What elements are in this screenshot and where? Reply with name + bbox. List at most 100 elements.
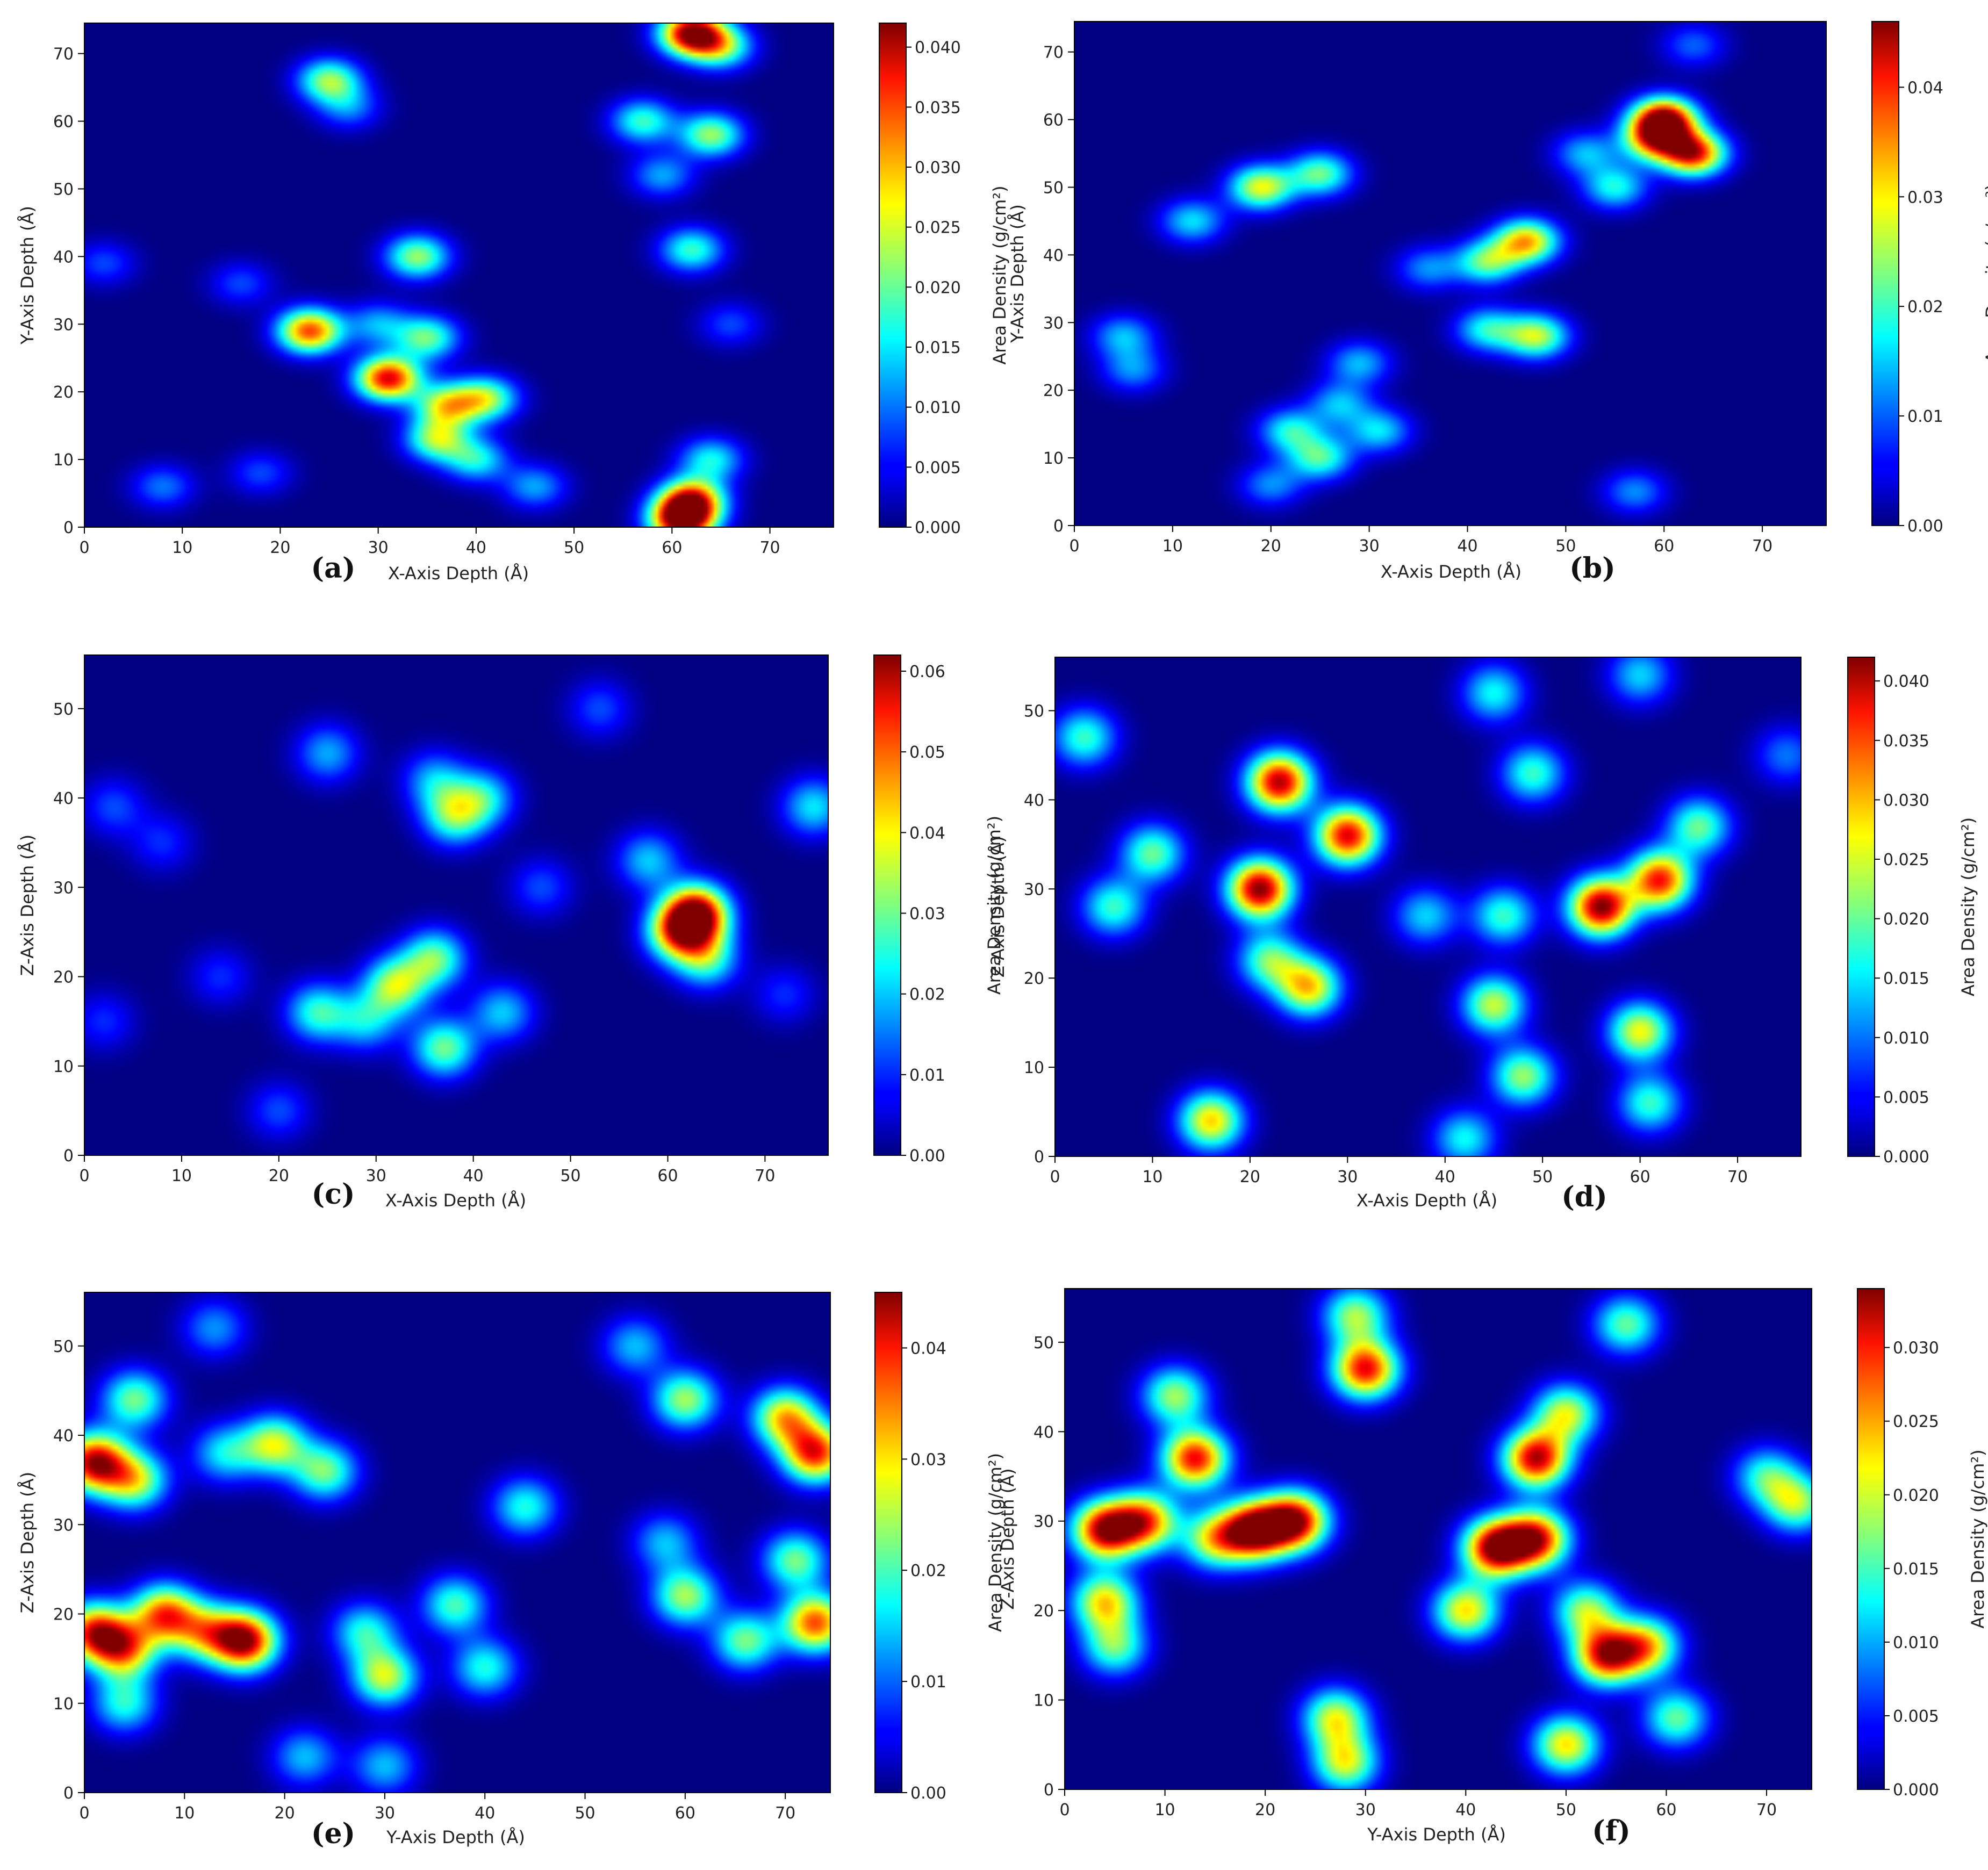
x-tick-label: 0 bbox=[79, 1804, 89, 1823]
colorbar-tick-label: 0.02 bbox=[909, 986, 945, 1004]
colorbar-tick-label: 0.00 bbox=[1907, 517, 1943, 536]
y-tick-label: 10 bbox=[1043, 449, 1064, 468]
x-axis-label: X-Axis Depth (Å) bbox=[1381, 562, 1521, 582]
y-tick-label: 20 bbox=[1043, 382, 1064, 400]
y-axis-label: Z-Axis Depth (Å) bbox=[17, 1472, 38, 1613]
y-tick-label: 20 bbox=[53, 968, 74, 987]
colorbar-tick-label: 0.00 bbox=[909, 1147, 945, 1166]
colorbar-tick-label: 0.01 bbox=[910, 1673, 946, 1692]
x-tick-label: 70 bbox=[1752, 537, 1772, 556]
x-tick-label: 60 bbox=[657, 1167, 678, 1185]
colorbar-frame bbox=[1857, 1288, 1885, 1790]
x-tick-label: 40 bbox=[1435, 1168, 1455, 1186]
y-tick-label: 70 bbox=[53, 45, 74, 64]
x-tick-label: 60 bbox=[1654, 537, 1674, 556]
panel-label: (f) bbox=[1592, 1815, 1631, 1847]
colorbar-tick-label: 0.000 bbox=[915, 519, 961, 537]
plot-frame-b bbox=[1074, 21, 1827, 526]
y-axis-label: Z-Axis Depth (Å) bbox=[997, 1468, 1018, 1609]
colorbar-a bbox=[879, 23, 906, 527]
colorbar-frame bbox=[873, 654, 901, 1156]
colorbar-frame bbox=[1871, 21, 1899, 526]
y-tick-label: 0 bbox=[1044, 1781, 1054, 1800]
colorbar-tick-label: 0.01 bbox=[1907, 407, 1943, 426]
y-tick-label: 30 bbox=[53, 879, 74, 897]
y-tick-label: 0 bbox=[1053, 517, 1064, 536]
plot-frame-d bbox=[1054, 657, 1802, 1157]
colorbar-tick-label: 0.015 bbox=[1883, 969, 1929, 988]
colorbar-tick-label: 0.04 bbox=[1907, 78, 1943, 97]
x-tick-label: 20 bbox=[275, 1804, 295, 1823]
colorbar-tick-label: 0.015 bbox=[915, 339, 961, 357]
panel-label: (c) bbox=[312, 1178, 355, 1211]
colorbar-tick-label: 0.040 bbox=[1883, 672, 1929, 691]
y-tick-label: 50 bbox=[53, 180, 74, 199]
colorbar-c bbox=[874, 655, 901, 1155]
x-tick-label: 10 bbox=[1142, 1168, 1162, 1186]
heatmap-image-f bbox=[1065, 1289, 1812, 1789]
colorbar-tick-label: 0.02 bbox=[910, 1562, 946, 1580]
colorbar-tick-label: 0.030 bbox=[915, 159, 961, 177]
y-axis-label: Z-Axis Depth (Å) bbox=[988, 836, 1008, 977]
colorbar-tick-label: 0.030 bbox=[1893, 1339, 1939, 1358]
y-tick-label: 10 bbox=[1034, 1692, 1054, 1710]
x-tick-label: 20 bbox=[1240, 1168, 1260, 1186]
colorbar-label: Area Density (g/cm²) bbox=[984, 816, 1004, 995]
colorbar-tick-label: 0.020 bbox=[915, 278, 961, 297]
x-axis-label: X-Axis Depth (Å) bbox=[388, 563, 529, 584]
colorbar-tick-label: 0.025 bbox=[1883, 851, 1929, 869]
x-tick-label: 10 bbox=[172, 538, 192, 557]
y-tick-label: 0 bbox=[1034, 1148, 1044, 1167]
x-tick-label: 30 bbox=[366, 1167, 386, 1185]
y-tick-label: 40 bbox=[1024, 791, 1044, 810]
colorbar-frame bbox=[879, 23, 907, 528]
panel-a: 0 10 20 30 40 50 60 70 0 10 20 30 40 50 60 70 X-Axis Dep… bbox=[17, 23, 1010, 585]
y-tick-label: 40 bbox=[53, 1427, 74, 1445]
colorbar-tick-label: 0.035 bbox=[1883, 732, 1929, 751]
y-tick-label: 50 bbox=[53, 700, 74, 719]
colorbar-tick-label: 0.020 bbox=[1883, 910, 1929, 929]
colorbar-frame bbox=[1847, 657, 1875, 1157]
colorbar-frame bbox=[874, 1292, 902, 1793]
y-tick-label: 50 bbox=[1034, 1334, 1054, 1353]
y-tick-label: 10 bbox=[1024, 1059, 1044, 1077]
y-tick-label: 70 bbox=[1043, 44, 1064, 62]
y-tick-label: 60 bbox=[1043, 111, 1064, 130]
x-tick-label: 70 bbox=[1727, 1168, 1748, 1186]
x-tick-label: 50 bbox=[1555, 537, 1576, 556]
x-tick-label: 30 bbox=[1355, 1801, 1376, 1819]
colorbar-tick-label: 0.005 bbox=[915, 458, 961, 477]
x-tick-label: 70 bbox=[775, 1804, 795, 1823]
y-tick-label: 50 bbox=[1043, 178, 1064, 197]
y-tick-label: 40 bbox=[1043, 246, 1064, 265]
x-tick-label: 10 bbox=[1154, 1801, 1175, 1819]
colorbar-label: Area Density (g/cm²) bbox=[1982, 184, 1988, 363]
y-tick-label: 10 bbox=[53, 451, 74, 470]
x-tick-label: 30 bbox=[1337, 1168, 1358, 1186]
colorbar-tick-label: 0.02 bbox=[1907, 298, 1943, 317]
colorbar-tick-label: 0.01 bbox=[909, 1066, 945, 1085]
x-tick-label: 40 bbox=[466, 538, 486, 557]
colorbar-tick-label: 0.015 bbox=[1893, 1560, 1939, 1579]
x-axis-label: Y-Axis Depth (Å) bbox=[1367, 1824, 1506, 1845]
heatmap-image-e bbox=[84, 1292, 830, 1793]
colorbar-tick-label: 0.010 bbox=[1893, 1634, 1939, 1652]
x-tick-label: 10 bbox=[171, 1167, 192, 1185]
panel-label: (a) bbox=[311, 552, 356, 585]
colorbar-tick-label: 0.04 bbox=[910, 1339, 946, 1358]
colorbar-d bbox=[1848, 657, 1875, 1156]
x-tick-label: 70 bbox=[759, 538, 780, 557]
colorbar-e bbox=[875, 1292, 902, 1793]
x-tick-label: 20 bbox=[1261, 537, 1281, 556]
y-tick-label: 0 bbox=[63, 1147, 74, 1166]
colorbar-tick-label: 0.00 bbox=[910, 1784, 946, 1803]
x-tick-label: 60 bbox=[675, 1804, 695, 1823]
x-tick-label: 60 bbox=[662, 538, 682, 557]
y-tick-label: 20 bbox=[1034, 1602, 1054, 1621]
y-tick-label: 50 bbox=[53, 1337, 74, 1356]
x-tick-label: 70 bbox=[755, 1167, 775, 1185]
x-tick-label: 50 bbox=[564, 538, 584, 557]
colorbar-tick-label: 0.040 bbox=[915, 39, 961, 57]
colorbar-label: Area Density (g/cm²) bbox=[989, 185, 1010, 364]
colorbar-tick-label: 0.030 bbox=[1883, 791, 1929, 810]
